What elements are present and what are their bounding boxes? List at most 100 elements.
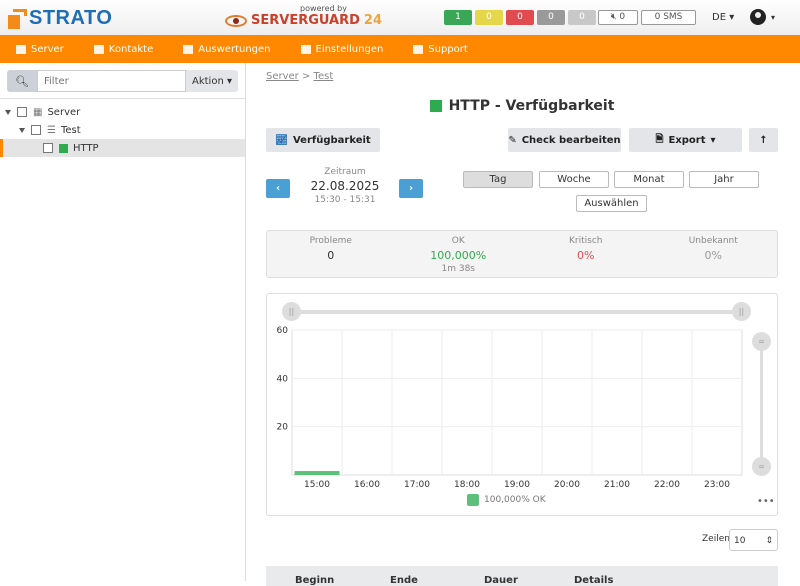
filter-input[interactable] (37, 70, 186, 92)
breadcrumb-server[interactable]: Server (266, 71, 299, 82)
server-icon: ☰ (47, 124, 56, 136)
tab-woche[interactable]: Woche (539, 171, 609, 188)
expand-icon[interactable] (19, 127, 25, 133)
x-tick-label: 15:00 (304, 480, 330, 490)
nav-support[interactable]: Support (413, 44, 468, 55)
select-period-button[interactable]: Auswählen (576, 195, 647, 212)
status-badge[interactable]: 0 (475, 10, 503, 25)
rows-label: Zeilen (702, 534, 730, 544)
nav-einstellungen[interactable]: Einstellungen (300, 44, 383, 55)
chart-legend[interactable]: 100,000% OK (467, 494, 546, 506)
period-display: Zeitraum 22.08.2025 15:30 - 15:31 (310, 167, 380, 205)
scroll-up-button[interactable]: ↑ (749, 128, 778, 152)
table-header: Beginn Ende Dauer Details (266, 566, 778, 586)
x-tick-label: 16:00 (354, 480, 380, 490)
availability-button[interactable]: 📈︎ Verfügbarkeit (266, 128, 380, 152)
legend-swatch (467, 494, 479, 506)
x-tick-label: 22:00 (654, 480, 680, 490)
divider (0, 98, 246, 99)
edit-check-button[interactable]: ✎ Check bearbeiten (508, 128, 621, 152)
plot-area (291, 329, 743, 476)
status-ok-icon (59, 143, 68, 153)
y-tick-label: 60 (277, 326, 289, 336)
nav-server[interactable]: Server (16, 44, 64, 55)
stat-probleme: Probleme 0 (309, 236, 352, 262)
nav-kontakte[interactable]: Kontakte (93, 44, 153, 55)
stat-ok: OK 100,000% 1m 38s (430, 236, 487, 274)
user-avatar-icon (750, 9, 766, 25)
tab-jahr[interactable]: Jahr (689, 171, 759, 188)
status-ok-icon (429, 100, 442, 112)
tree-item-test[interactable]: ☰ Test (0, 121, 245, 139)
server-icon (16, 44, 26, 54)
chart-plot: 20 40 60 15:00 16:00 17:00 18:00 19:00 20:00 21:0… (277, 326, 743, 490)
bar (294, 471, 340, 475)
sidebar: 🔍︎ Aktion ▾ ▦Server ☰Test HTTP (0, 63, 246, 581)
file-icon: 🗎︎ (655, 133, 664, 145)
y-tick-label: 20 (277, 423, 289, 433)
x-tick-label: 19:00 (504, 480, 530, 490)
users-icon (93, 44, 104, 54)
chart-icon: 📈︎ (275, 134, 288, 146)
nav-auswertungen[interactable]: Auswertungen (183, 44, 271, 55)
stat-unbekannt: Unbekannt 0% (688, 236, 738, 262)
serverguard-logo: powered by SERVERGUARD 24 (225, 4, 382, 28)
x-tick-label: 18:00 (454, 480, 480, 490)
y-range-bottom-handle[interactable]: = (752, 457, 771, 476)
chart-menu-button[interactable]: ••• (757, 496, 775, 507)
range-start-handle[interactable]: || (282, 302, 301, 321)
breadcrumb-test[interactable]: Test (313, 71, 334, 82)
page-title: HTTP - Verfügbarkeit (266, 98, 778, 114)
range-end-handle[interactable]: || (732, 302, 751, 321)
previous-period-button[interactable]: ‹ (266, 179, 290, 198)
x-tick-label: 21:00 (604, 480, 630, 490)
status-badge[interactable]: 0 (537, 10, 565, 25)
action-dropdown[interactable]: Aktion ▾ (186, 70, 238, 92)
y-range-top-handle[interactable]: = (752, 332, 771, 351)
tree-item-server[interactable]: ▦ Server (0, 103, 245, 121)
breadcrumb: Server > Test (266, 71, 334, 82)
export-dropdown[interactable]: 🗎︎ Export ▾ (629, 128, 742, 152)
mute-button[interactable]: 🔇︎ 0 (598, 10, 638, 25)
chevron-right-icon: › (408, 183, 414, 194)
tab-tag[interactable]: Tag (463, 171, 533, 188)
filter-bar: 🔍︎ Aktion ▾ (7, 70, 238, 92)
server-tree: ▦ Server ☰ Test HTTP (0, 103, 245, 157)
tree-item-http[interactable]: HTTP (0, 139, 245, 157)
checkbox[interactable] (43, 143, 53, 153)
x-tick-label: 23:00 (704, 480, 730, 490)
stat-kritisch: Kritisch 0% (569, 236, 603, 262)
status-badge[interactable]: 1 (444, 10, 472, 25)
pencil-icon: ✎ (508, 134, 517, 146)
y-tick-label: 40 (277, 374, 289, 384)
chevron-left-icon: ‹ (275, 183, 281, 194)
checkbox[interactable] (17, 107, 27, 117)
x-tick-label: 20:00 (554, 480, 580, 490)
arrow-up-icon: ↑ (759, 134, 768, 146)
main-nav: Server Kontakte Auswertungen Einstellungen S… (0, 35, 800, 63)
stats-panel: Probleme 0 OK 100,000% 1m 38s Kritisch 0% Unbek… (266, 230, 778, 278)
expand-icon[interactable] (5, 109, 11, 115)
gear-icon (300, 44, 311, 54)
info-icon (413, 44, 424, 54)
serverguard-eye-icon (225, 14, 247, 27)
sort-icon: ⇕ (765, 536, 773, 546)
tab-monat[interactable]: Monat (614, 171, 684, 188)
user-menu[interactable]: ▾ (750, 9, 775, 25)
status-badge[interactable]: 0 (568, 10, 596, 25)
next-period-button[interactable]: › (399, 179, 423, 198)
search-icon[interactable]: 🔍︎ (7, 70, 37, 92)
network-icon: ▦ (33, 106, 43, 118)
time-range-slider-track[interactable] (299, 310, 739, 314)
rows-select[interactable]: 10 ⇕ (729, 529, 778, 551)
x-tick-label: 17:00 (404, 480, 430, 490)
sms-counter[interactable]: 0 SMS (641, 10, 696, 25)
speaker-mute-icon: 🔇︎ (610, 12, 617, 22)
checkbox[interactable] (31, 125, 41, 135)
strato-logo[interactable]: STRATO (8, 7, 112, 30)
y-range-slider-track[interactable] (760, 340, 763, 468)
availability-chart: || || = = 20 40 60 15:00 16:00 17:00 18:00 19:0… (266, 293, 778, 516)
language-dropdown[interactable]: DE ▾ (712, 12, 735, 23)
status-badge[interactable]: 0 (506, 10, 534, 25)
